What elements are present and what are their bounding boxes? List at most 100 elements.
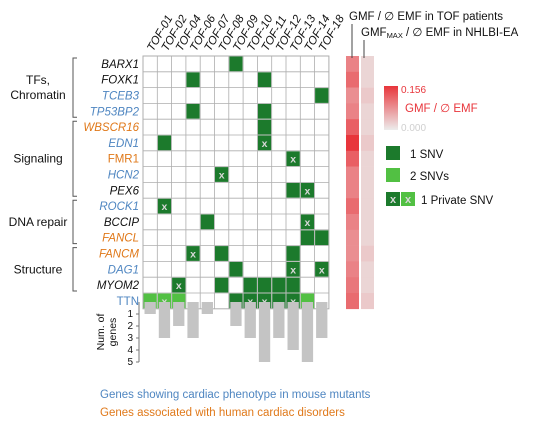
legend-2snv-label: 2 SNVs [410, 171, 449, 183]
gmf-nhlbi-header-sub: MAX [387, 31, 403, 40]
private-snv-mark: x [262, 296, 268, 308]
gmf-nhlbi-header-main: GMF [361, 27, 387, 39]
colorbar-title: GMF / ∅ EMF [405, 103, 478, 115]
gene-label: DAG1 [108, 264, 139, 276]
count-axis-tick-label: 4 [127, 345, 133, 356]
variant-cell [157, 135, 172, 151]
gmf-tof-cell [346, 150, 359, 167]
private-snv-mark: x [162, 296, 168, 308]
category-bracket [72, 120, 77, 197]
private-snv-mark: x [190, 249, 196, 261]
variant-cell [315, 261, 329, 277]
gmf-nhlbi-cell [361, 261, 374, 278]
legend-1snv-label: 1 SNV [410, 149, 444, 161]
variant-cell [286, 151, 300, 167]
gene-count-bar [258, 302, 271, 362]
gmf-nhlbi-cell [361, 293, 374, 310]
gmf-nhlbi-cell [361, 150, 374, 167]
legend-private-label: 1 Private SNV [421, 195, 494, 207]
count-axis-tick-label: 5 [127, 357, 133, 368]
gmf-nhlbi-cell [361, 277, 374, 294]
colorbar-max-label: 0.156 [401, 85, 426, 96]
gene-label: TP53BP2 [90, 106, 140, 118]
count-axis-tick-label: 1 [127, 309, 133, 320]
gmf-tof-cell [346, 277, 359, 294]
gene-count-bar [316, 302, 328, 338]
count-axis-tick-label: 3 [127, 333, 133, 344]
count-axis-label: Num. ofgenes [95, 314, 119, 351]
gmf-tof-cell [346, 71, 359, 88]
gene-count-bar [158, 302, 171, 338]
variant-cell [157, 198, 172, 214]
gene-label: TTN [117, 296, 139, 308]
category-label: TFs, [26, 73, 50, 87]
gene-label: HCN2 [108, 170, 140, 182]
gmf-nhlbi-cell [361, 198, 374, 215]
gene-label: ROCK1 [99, 201, 139, 213]
private-snv-mark: x [219, 170, 225, 182]
gmf-heat-columns [346, 56, 374, 310]
legend-private-x-2: x [405, 194, 412, 206]
gene-label: PEX6 [110, 185, 140, 197]
variant-cell [215, 277, 229, 293]
gene-count-bar [273, 302, 285, 338]
gene-label: MYOM2 [97, 280, 140, 292]
variant-cell [257, 72, 272, 88]
gene-label: EDN1 [108, 138, 139, 150]
variant-cell [257, 277, 272, 293]
gmf-tof-cell [346, 56, 359, 73]
gene-label: WBSCR16 [83, 122, 139, 134]
legend-private-x-1: x [390, 194, 397, 206]
variant-cell [272, 277, 286, 293]
patient-column-headers: TOF-01TOF-02TOF-04TOF-06TOF-07TOF-08TOF-… [145, 13, 347, 54]
gmf-tof-header: GMF / ∅ EMF in TOF patients [349, 11, 503, 23]
gmf-tof-cell [346, 229, 359, 246]
private-snv-mark: x [290, 154, 296, 166]
gmf-nhlbi-cell [361, 103, 374, 120]
private-snv-mark: x [247, 296, 253, 308]
gene-label: BCCIP [104, 217, 139, 229]
variant-cell [315, 230, 329, 246]
gene-label: BARX1 [101, 59, 139, 71]
category-bracket [72, 247, 77, 292]
variant-cell [286, 246, 300, 261]
variant-cell [186, 72, 200, 88]
private-snv-mark: x [305, 185, 311, 197]
gene-count-bar [173, 302, 185, 326]
variant-cell [172, 277, 186, 293]
functional-categories: TFs,Chromatin Signaling DNA repair Structur… [9, 57, 77, 292]
count-axis-tick-label: 2 [127, 321, 133, 332]
gene-count-bar [287, 302, 299, 350]
private-snv-mark: x [262, 138, 268, 150]
variant-cell [300, 230, 315, 246]
gene-label: FANCM [99, 249, 139, 261]
variant-cell [200, 214, 214, 230]
variant-cell [243, 277, 257, 293]
private-snv-mark: x [290, 264, 296, 276]
gmf-nhlbi-cell [361, 166, 374, 183]
gene-label: FANCL [102, 233, 139, 245]
variant-cell [186, 103, 200, 119]
gene-count-bar [301, 302, 314, 362]
variant-cell [300, 182, 315, 198]
gmf-nhlbi-cell [361, 245, 374, 262]
variant-cell [315, 88, 329, 103]
gmf-nhlbi-cell [361, 229, 374, 246]
gene-count-bar [230, 302, 242, 326]
variant-cell [186, 246, 200, 261]
variant-cell [286, 182, 300, 198]
legend-private-swatch-1 [386, 192, 400, 206]
gmf-tof-cell [346, 214, 359, 231]
gene-count-bar [144, 302, 156, 314]
gmf-tof-cell [346, 87, 359, 104]
gmf-tof-cell [346, 293, 359, 310]
gmf-tof-cell [346, 119, 359, 136]
gmf-nhlbi-cell [361, 119, 374, 136]
gmf-nhlbi-cell [361, 87, 374, 104]
gmf-nhlbi-cell [361, 182, 374, 199]
variant-cell [257, 119, 272, 135]
private-snv-mark: x [305, 217, 311, 229]
variant-cell [229, 56, 243, 72]
